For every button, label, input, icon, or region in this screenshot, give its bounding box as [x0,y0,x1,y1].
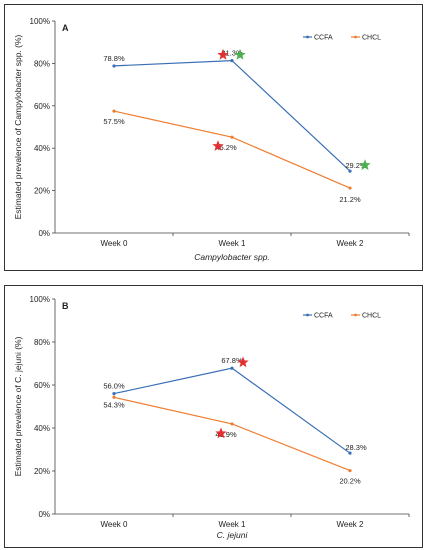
data-point [230,422,234,426]
data-point [112,395,116,399]
data-label: 29.2% [345,161,367,170]
data-point [112,109,116,113]
series-line-ccfa [113,367,351,454]
y-tick-label: 60% [34,102,50,111]
panel-letter: B [62,301,69,311]
series-line-ccfa [113,59,351,172]
x-axis-title: C. jejuni [217,530,249,540]
data-label: 41.9% [215,430,237,439]
y-axis-title: Estimated prevalence of C. jejuni (%) [13,336,23,476]
y-tick-label: 0% [38,510,50,519]
y-tick-label: 100% [30,17,50,26]
significance-star-icon [215,427,227,439]
y-tick-label: 40% [34,144,50,153]
legend-marker [306,313,309,317]
data-point [348,451,352,455]
data-point [348,468,352,473]
legend-marker [306,35,309,39]
data-label: 57.5% [103,117,125,126]
data-label: 28.3% [345,443,367,452]
legend-marker [354,35,357,39]
data-point [230,59,234,63]
legend-label-ccfa: CCFA [314,313,333,320]
legend-label-chcl: CHCL [362,35,381,42]
data-label: 67.8% [221,356,243,365]
legend-marker [354,313,357,317]
x-tick-label: Week 0 [101,520,129,529]
legend-label-chcl: CHCL [362,313,381,320]
significance-star-icon [217,48,229,60]
y-tick-label: 0% [38,229,50,238]
y-tick-label: 40% [34,424,50,433]
data-point [112,392,116,396]
chart-a-svg: 0% 20% 40% 60% 80% 100% Week 0 Week 1 Week 2 Esti… [13,17,410,262]
y-tick-label: 20% [34,187,50,196]
data-point [348,169,352,173]
chart-panel-a: 0% 20% 40% 60% 80% 100% Week 0 Week 1 Week 2 Esti… [4,4,423,271]
y-tick-label: 80% [34,338,50,347]
legend-label-ccfa: CCFA [314,35,333,42]
data-label: 81.3% [221,49,243,58]
data-point [348,186,352,190]
y-tick-label: 20% [34,467,50,476]
significance-star-icon [212,140,224,151]
y-tick-label: 100% [30,295,50,304]
panel-letter: A [62,23,69,33]
significance-star-icon [234,48,246,60]
data-label: 78.8% [103,54,125,63]
y-tick-label: 80% [34,59,50,68]
data-point [112,64,116,68]
data-label: 56.0% [103,382,125,391]
x-axis-title: Campylobacter spp. [194,252,270,262]
data-label: 54.3% [103,400,125,409]
x-tick-label: Week 2 [337,520,365,529]
x-tick-label: Week 2 [337,239,365,248]
x-tick-label: Week 1 [219,520,247,529]
data-label: 21.2% [339,195,361,204]
x-tick-label: Week 0 [101,239,129,248]
data-point [230,135,234,139]
chart-panel-b: 0% 20% 40% 60% 80% 100% Week 0 Week 1 Week 2 Esti… [4,285,423,548]
y-tick-label: 60% [34,381,50,390]
significance-star-icon [359,159,371,170]
data-label: 20.2% [339,477,361,486]
data-point [230,366,234,370]
chart-b-svg: 0% 20% 40% 60% 80% 100% Week 0 Week 1 Week 2 Esti… [13,295,410,540]
x-tick-label: Week 1 [219,239,247,248]
significance-star-icon [237,356,249,368]
y-axis-title: Estimated prevalence of Campylobacter sp… [13,34,23,219]
data-label: 45.2% [215,143,237,152]
